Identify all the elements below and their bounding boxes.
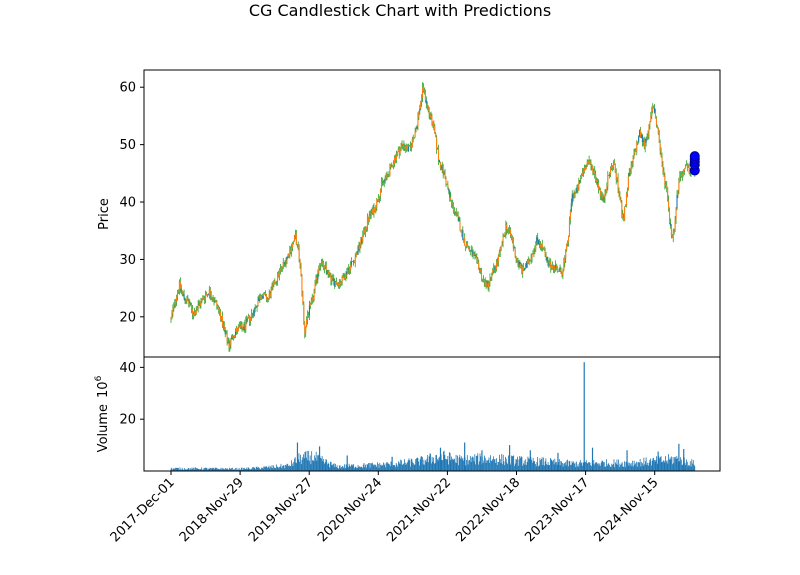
- volume-ylabel: Volume 106: [94, 375, 111, 452]
- xtick-label: 2023-Nov-17: [522, 475, 592, 545]
- price-ytick-label: 30: [119, 253, 136, 268]
- x-axis-ticks: 2017-Dec-01 2018-Nov-29 2019-Nov-27 2020-No…: [108, 471, 662, 545]
- xtick-label: 2021-Nov-22: [384, 475, 454, 545]
- price-ytick-label: 60: [119, 81, 136, 96]
- price-ytick-label: 50: [119, 138, 136, 153]
- xtick-label: 2020-Nov-24: [315, 475, 385, 545]
- volume-ylabel-exponent: 6: [94, 375, 104, 381]
- volume-panel: 20 40 Volume 106: [94, 356, 721, 472]
- volume-bars: [170, 362, 696, 471]
- volume-ytick-label: 40: [119, 361, 136, 376]
- volume-ylabel-text: Volume: [96, 404, 111, 452]
- price-axes-frame: [144, 70, 720, 357]
- price-panel: 20 30 40 50 60 Price: [97, 69, 721, 358]
- xtick-label: 2019-Nov-27: [246, 475, 316, 545]
- xtick-label: 2022-Nov-18: [453, 475, 523, 545]
- volume-axes-border: [143, 356, 721, 472]
- xtick-label: 2018-Nov-29: [177, 475, 247, 545]
- prediction-points: [689, 151, 700, 176]
- chart-title: CG Candlestick Chart with Predictions: [249, 1, 551, 20]
- volume-ytick-label: 20: [119, 413, 136, 428]
- xtick-label: 2024-Nov-15: [592, 475, 662, 545]
- volume-ylabel-scale: 10: [96, 381, 111, 398]
- price-ytick-label: 40: [119, 196, 136, 211]
- prediction-point: [689, 151, 700, 162]
- price-ytick-label: 20: [119, 310, 136, 325]
- price-candles: [170, 82, 696, 352]
- price-ylabel: Price: [97, 198, 112, 230]
- xtick-label: 2017-Dec-01: [108, 475, 178, 545]
